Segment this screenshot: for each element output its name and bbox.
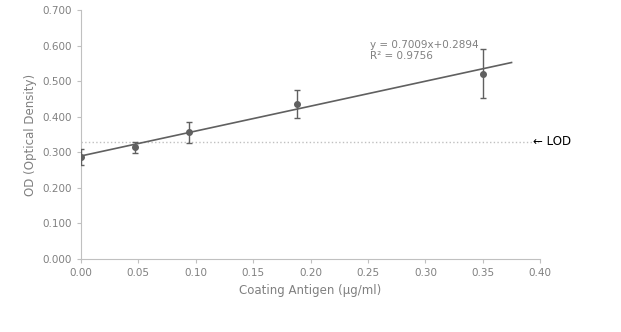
Y-axis label: OD (Optical Density): OD (Optical Density) [24, 73, 37, 196]
X-axis label: Coating Antigen (μg/ml): Coating Antigen (μg/ml) [239, 284, 382, 296]
Text: ← LOD: ← LOD [533, 135, 571, 148]
Text: y = 0.7009x+0.2894
R² = 0.9756: y = 0.7009x+0.2894 R² = 0.9756 [370, 40, 479, 61]
